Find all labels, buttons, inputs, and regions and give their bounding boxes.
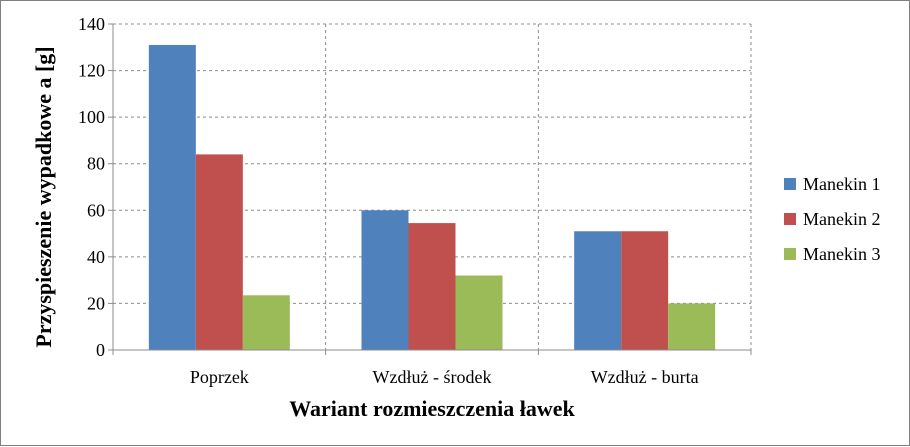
- legend-swatch-3: [784, 248, 796, 260]
- x-axis-title: Wariant rozmieszczenia ławek: [289, 396, 575, 421]
- legend-label-2: Manekin 2: [803, 209, 880, 229]
- legend: Manekin 1 Manekin 2 Manekin 3: [784, 174, 880, 264]
- y-tick-label-100: 100: [78, 107, 105, 127]
- y-tick-label-0: 0: [96, 340, 105, 360]
- x-tick-label-3: Wzdłuż - burta: [591, 367, 699, 387]
- legend-swatch-1: [784, 178, 796, 190]
- legend-label-3: Manekin 3: [803, 244, 880, 264]
- bar-1-series-1: [148, 44, 196, 350]
- bar-2-series-1: [361, 210, 409, 350]
- y-tick-label-60: 60: [87, 200, 105, 220]
- y-tick-label-80: 80: [87, 154, 105, 174]
- bar-2-series-3: [455, 275, 503, 350]
- bar-3-series-3: [668, 303, 716, 350]
- bar-1-series-3: [242, 295, 290, 350]
- legend-swatch-2: [784, 213, 796, 225]
- x-tick-label-1: Poprzek: [190, 367, 249, 387]
- x-tick-label-2: Wzdłuż - środek: [373, 367, 492, 387]
- y-tick-label-20: 20: [87, 293, 105, 313]
- y-tick-label-120: 120: [78, 61, 105, 81]
- y-axis-title: Przyspieszenie wypadkowe a [g]: [31, 46, 56, 347]
- y-tick-labels: 0 20 40 60 80 100 120 140: [78, 14, 105, 360]
- bar-1-series-2: [195, 154, 243, 350]
- legend-label-1: Manekin 1: [803, 174, 880, 194]
- axes: [108, 23, 752, 355]
- y-tick-label-40: 40: [87, 247, 105, 267]
- bar-3-series-2: [621, 231, 669, 350]
- bar-2-series-2: [408, 223, 456, 350]
- x-tick-labels: Poprzek Wzdłuż - środek Wzdłuż - burta: [190, 367, 699, 387]
- bars: [148, 44, 716, 350]
- bar-3-series-1: [574, 231, 622, 350]
- y-tick-label-140: 140: [78, 14, 105, 34]
